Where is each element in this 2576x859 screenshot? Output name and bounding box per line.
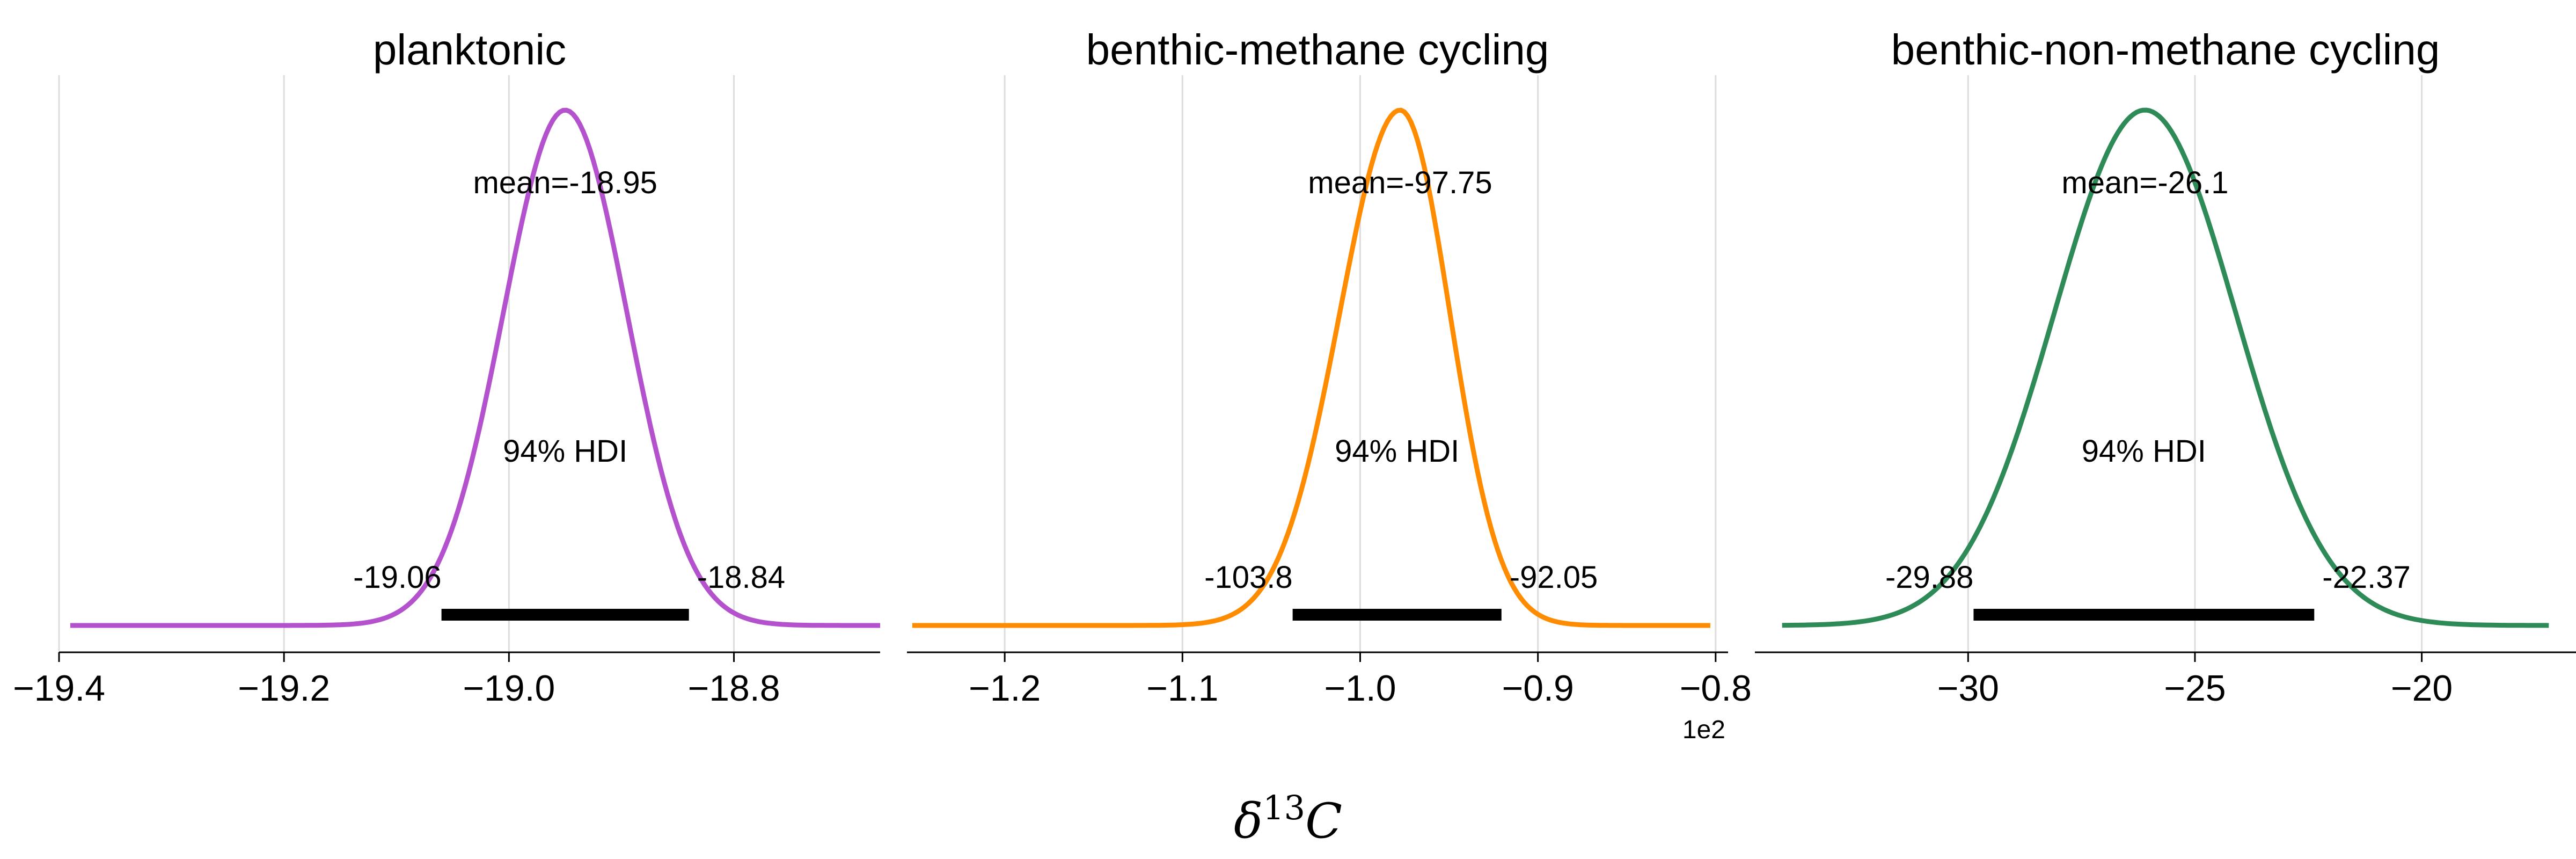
mean-label: mean=-97.75 bbox=[1308, 165, 1492, 200]
panel-3: −30 −25 −20 mean=-26.1 94% HDI -29.88 -22.37 be… bbox=[1755, 26, 2576, 709]
hdi-low-label: -29.88 bbox=[1885, 560, 1973, 595]
hdi-label: 94% HDI bbox=[503, 434, 627, 469]
x-tick-label: −18.8 bbox=[688, 668, 780, 709]
hdi-low-label: -19.06 bbox=[353, 560, 441, 595]
panel-1: −19.4 −19.2 −19.0 −18.8 mean=-18.95 94% HDI -1… bbox=[13, 26, 880, 709]
x-tick-label: −1.2 bbox=[969, 668, 1041, 709]
hdi-label: 94% HDI bbox=[1335, 434, 1459, 469]
x-tick-label: −30 bbox=[1937, 668, 1999, 709]
x-tick-label: −1.0 bbox=[1324, 668, 1396, 709]
x-tick-label: −19.2 bbox=[238, 668, 330, 709]
mean-label: mean=-18.95 bbox=[473, 165, 657, 200]
x-axis-label-var: C bbox=[1305, 793, 1342, 849]
x-tick-label: −1.1 bbox=[1146, 668, 1218, 709]
panel-2: −1.2 −1.1 −1.0 −0.9 −0.8 1e2 mean=-97.75 94% HD… bbox=[907, 26, 1752, 744]
x-tick-label: −20 bbox=[2391, 668, 2453, 709]
panel-title: planktonic bbox=[373, 26, 566, 74]
hdi-low-label: -103.8 bbox=[1204, 560, 1292, 595]
hdi-label: 94% HDI bbox=[2082, 434, 2206, 469]
mean-label: mean=-26.1 bbox=[2061, 165, 2228, 200]
x-tick-label: −25 bbox=[2164, 668, 2226, 709]
density-curve bbox=[912, 107, 1710, 628]
panel-title: benthic-non-methane cycling bbox=[1891, 26, 2440, 74]
x-axis-label-base: δ bbox=[1234, 793, 1263, 849]
density-curve bbox=[70, 107, 880, 628]
hdi-high-label: -18.84 bbox=[697, 560, 785, 595]
x-tick-label: −19.4 bbox=[13, 668, 105, 709]
x-tick-label: −0.8 bbox=[1680, 668, 1752, 709]
hdi-high-label: -22.37 bbox=[2322, 560, 2410, 595]
x-axis-label-superscript: 13 bbox=[1263, 788, 1305, 827]
x-tick-label: −0.9 bbox=[1502, 668, 1574, 709]
x-tick-label: −19.0 bbox=[463, 668, 555, 709]
x-axis-label: δ13C bbox=[1234, 788, 1342, 849]
panel-title: benthic-methane cycling bbox=[1086, 26, 1549, 74]
x-axis-offset-text: 1e2 bbox=[1682, 716, 1725, 744]
panels: −19.4 −19.2 −19.0 −18.8 mean=-18.95 94% HDI -1… bbox=[13, 26, 2576, 744]
hdi-high-label: -92.05 bbox=[1510, 560, 1598, 595]
density-curve bbox=[1782, 107, 2549, 628]
